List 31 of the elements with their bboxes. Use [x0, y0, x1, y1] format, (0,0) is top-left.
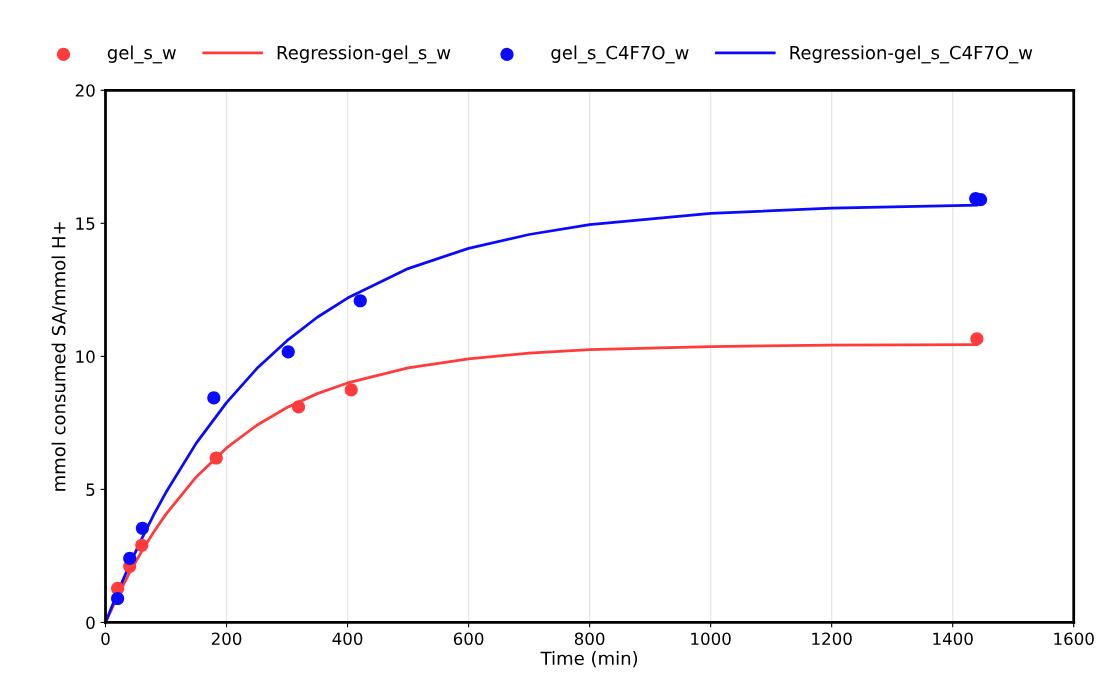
point: [135, 521, 149, 535]
point: [209, 451, 223, 465]
point: [135, 538, 149, 552]
legend-label: Regression-gel_s_C4F7O_w: [790, 45, 1033, 64]
x-tick-label: 800: [574, 632, 605, 646]
point: [111, 591, 125, 606]
point: [123, 551, 137, 565]
point: [344, 383, 358, 397]
x-axis-title: Time (min): [540, 651, 638, 668]
x-tick-label: 1000: [691, 632, 731, 646]
legend-label: gel_s_C4F7O_w: [551, 45, 689, 64]
point: [970, 332, 984, 346]
legend-label: Regression-gel_s_w: [277, 45, 451, 64]
x-tick-label: 1600: [1054, 632, 1094, 646]
x-tick-label: 1400: [933, 632, 973, 646]
y-tick-label: 0: [86, 616, 95, 630]
legend-label: gel_s_w: [107, 45, 176, 64]
point: [207, 391, 221, 405]
point: [353, 294, 367, 308]
y-tick-label: 10: [76, 350, 95, 363]
x-tick-label: 600: [453, 632, 484, 646]
y-tick-label: 5: [86, 483, 95, 496]
x-tick-label: 200: [211, 632, 242, 646]
x-tick-label: 0: [101, 632, 110, 646]
point: [291, 400, 306, 414]
y-tick-label: 20: [75, 84, 95, 97]
y-tick-label: 15: [76, 217, 95, 230]
x-tick-label: 1200: [812, 632, 852, 646]
point: [281, 345, 295, 359]
x-tick-label: 400: [332, 632, 363, 646]
y-axis-title: mmol consumed SA/mmol H+: [51, 222, 67, 491]
